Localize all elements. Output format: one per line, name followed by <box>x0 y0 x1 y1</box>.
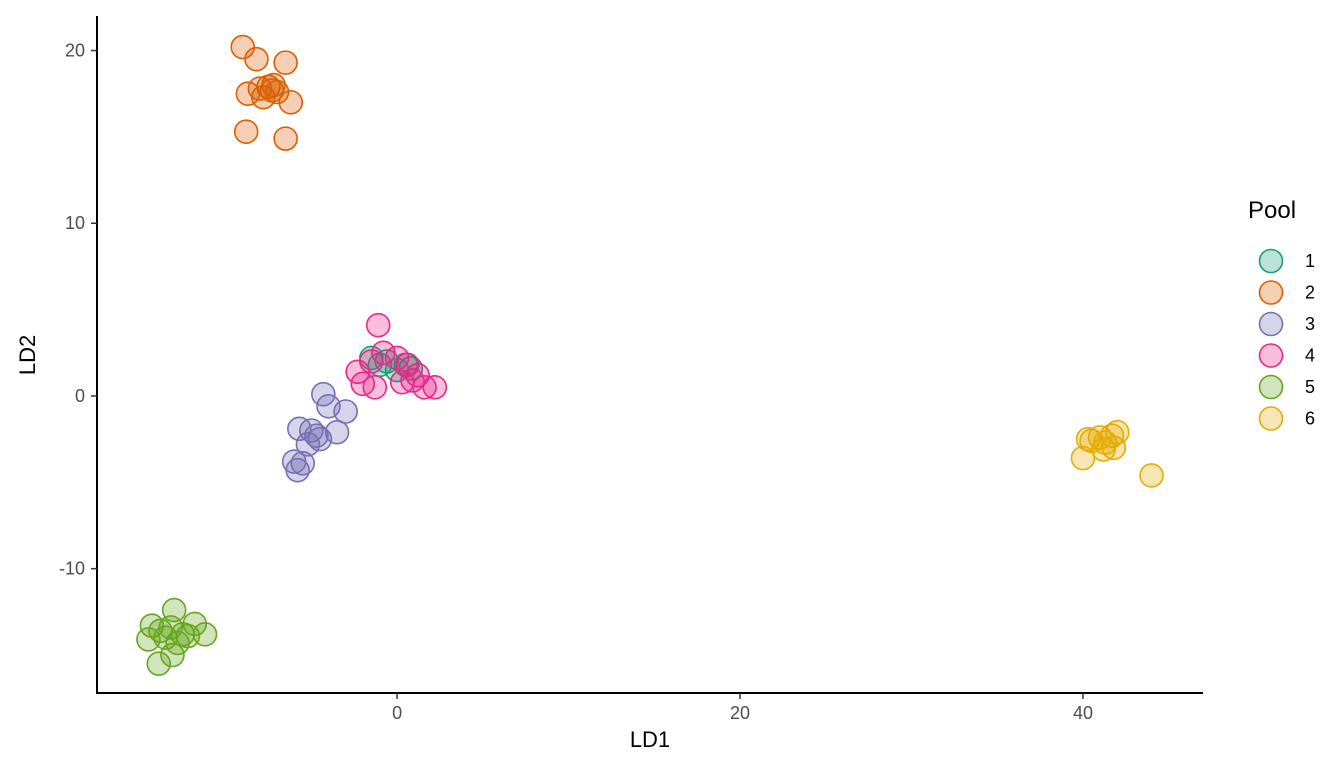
legend-key <box>1258 406 1284 431</box>
data-point-pool-4 <box>400 368 425 393</box>
data-point-pool-4 <box>412 375 437 400</box>
legend-key <box>1258 311 1284 337</box>
data-point-pool-3 <box>333 399 358 424</box>
x-tick-label: 20 <box>730 703 750 723</box>
data-point-pool-6 <box>1101 435 1127 461</box>
data-point-pool-2 <box>273 126 298 151</box>
legend-title: Pool <box>1248 197 1296 224</box>
legend-label: 3 <box>1305 314 1315 334</box>
legend-item-5: 5 <box>1258 374 1315 400</box>
data-point-pool-4 <box>362 375 388 400</box>
y-tick-label: 0 <box>75 386 85 406</box>
y-tick-label: 20 <box>65 41 85 61</box>
x-tick-label: 40 <box>1073 703 1093 723</box>
data-point-pool-3 <box>285 457 310 483</box>
legend-item-1: 1 <box>1258 248 1315 274</box>
legend-key <box>1258 248 1284 274</box>
legend-item-2: 2 <box>1258 280 1315 305</box>
legend-key <box>1258 374 1284 400</box>
data-point-pool-5 <box>160 642 185 668</box>
data-point-pool-2 <box>273 50 298 75</box>
data-point-pool-2 <box>278 90 304 115</box>
legend-item-6: 6 <box>1258 406 1315 431</box>
data-point-pool-3 <box>295 432 321 457</box>
data-point-pool-3 <box>324 419 350 445</box>
data-point-pool-5 <box>192 621 218 647</box>
data-point-pool-6 <box>1070 445 1096 471</box>
data-point-pool-5 <box>182 611 208 637</box>
y-tick-label: 10 <box>65 213 85 233</box>
axes-layer <box>96 16 1203 694</box>
data-point-pool-2 <box>233 119 259 145</box>
data-point-pool-5 <box>146 651 172 676</box>
legend-item-4: 4 <box>1258 343 1315 368</box>
data-point-pool-6 <box>1091 437 1116 462</box>
data-point-pool-4 <box>422 375 448 400</box>
data-point-pool-4 <box>371 340 396 366</box>
data-point-pool-3 <box>311 381 336 407</box>
legend-key <box>1258 343 1284 368</box>
ticks-layer: 0 20 40 -10 0 10 20 <box>59 41 1093 723</box>
data-point-pool-4 <box>345 359 370 385</box>
legend-item-3: 3 <box>1258 311 1315 337</box>
y-axis-title: LD2 <box>15 335 40 375</box>
legend: Pool 1 2 3 4 5 6 <box>1248 197 1315 431</box>
data-point-pool-4 <box>365 312 391 338</box>
data-point-pool-4 <box>359 349 384 374</box>
legend-label: 1 <box>1305 251 1315 271</box>
x-axis-title: LD1 <box>630 727 670 752</box>
y-tick-label: -10 <box>59 559 85 579</box>
legend-key <box>1258 280 1284 305</box>
data-point-pool-2 <box>244 46 269 72</box>
legend-items: 1 2 3 4 5 6 <box>1258 248 1315 431</box>
legend-label: 6 <box>1305 409 1315 429</box>
x-tick-label: 0 <box>392 703 402 723</box>
data-point-pool-2 <box>261 72 286 98</box>
legend-label: 5 <box>1305 377 1315 397</box>
legend-label: 4 <box>1305 346 1315 366</box>
points-layer <box>136 34 1164 676</box>
legend-label: 2 <box>1305 283 1315 303</box>
data-point-pool-6 <box>1139 463 1164 488</box>
